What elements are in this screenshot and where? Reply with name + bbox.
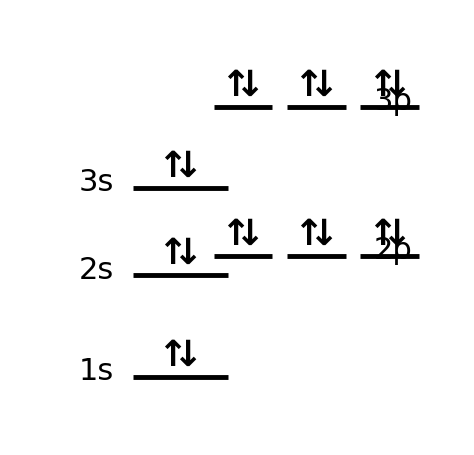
Text: ↑: ↑ <box>367 218 397 252</box>
Text: ↑: ↑ <box>367 69 397 103</box>
Text: ↓: ↓ <box>382 69 411 103</box>
Text: ↑: ↑ <box>157 238 188 271</box>
Text: ↓: ↓ <box>172 339 202 373</box>
Text: ↓: ↓ <box>382 218 411 252</box>
Text: 3s: 3s <box>78 168 114 197</box>
Text: ↑: ↑ <box>157 339 188 373</box>
Text: ↓: ↓ <box>235 69 264 103</box>
Text: ↑: ↑ <box>293 69 323 103</box>
Text: ↓: ↓ <box>172 238 202 271</box>
Text: ↑: ↑ <box>157 150 188 184</box>
Text: ↑: ↑ <box>220 218 250 252</box>
Text: 2p: 2p <box>374 236 413 265</box>
Text: ↑: ↑ <box>220 69 250 103</box>
Text: ↓: ↓ <box>235 218 264 252</box>
Text: 1s: 1s <box>78 357 114 386</box>
Text: ↑: ↑ <box>293 218 323 252</box>
Text: 2s: 2s <box>78 256 114 284</box>
Text: 3p: 3p <box>374 87 413 116</box>
Text: ↓: ↓ <box>172 150 202 184</box>
Text: ↓: ↓ <box>308 69 338 103</box>
Text: ↓: ↓ <box>308 218 338 252</box>
